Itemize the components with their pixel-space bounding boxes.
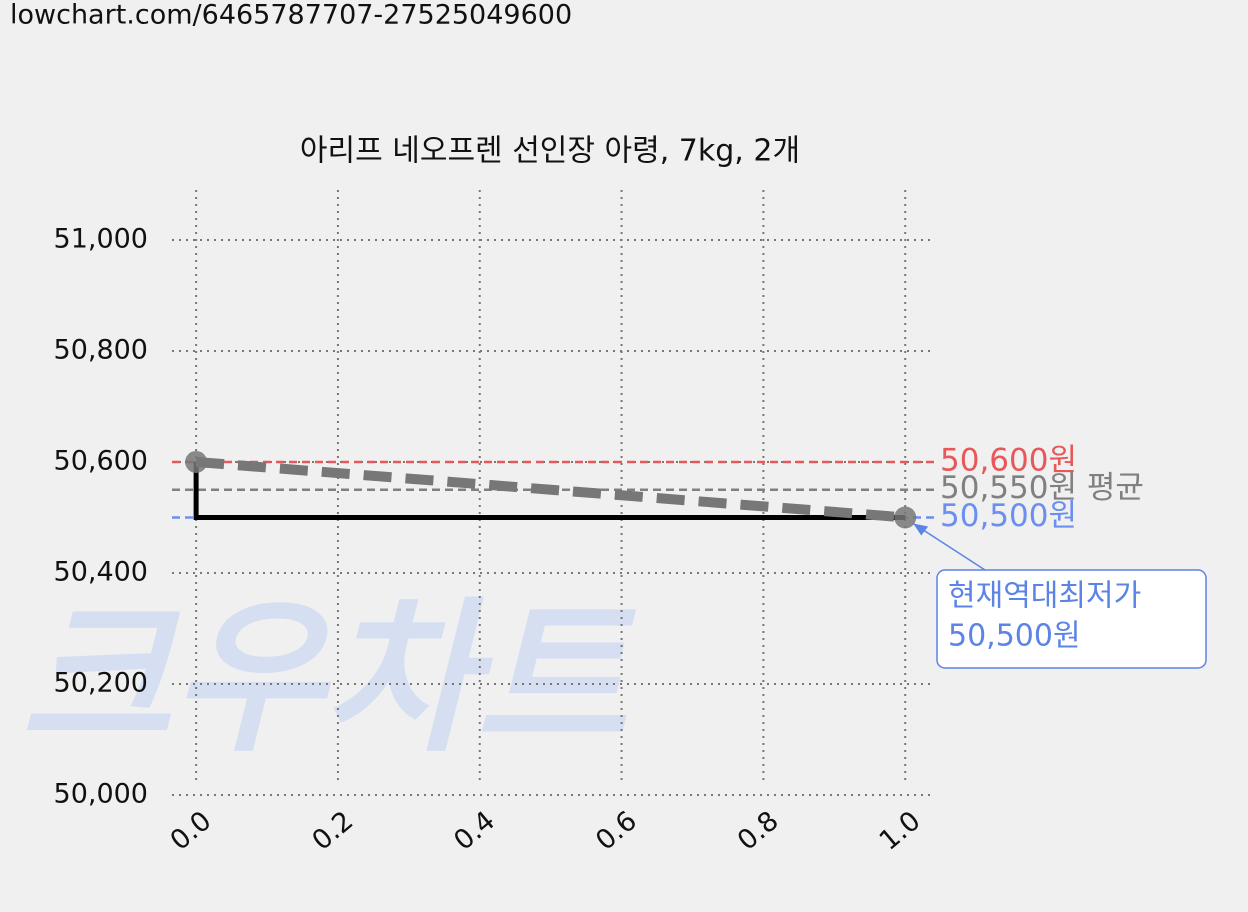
y-tick-label: 50,400	[54, 556, 148, 587]
point	[185, 450, 208, 473]
y-tick-label: 50,200	[54, 667, 148, 698]
annotation-arrowhead	[913, 523, 929, 536]
y-tick-label: 50,600	[54, 445, 148, 476]
annotation-box	[936, 569, 1207, 669]
reference-label: 50,500원	[940, 498, 1077, 534]
watermark: 크우차트	[20, 582, 636, 774]
chart-title: 아리프 네오프렌 선인장 아령, 7kg, 2개	[300, 134, 800, 169]
reference-label: 50,550원 평균	[940, 470, 1144, 506]
annotation-text: 50,500원	[948, 619, 1081, 654]
reference-label: 50,600원	[940, 442, 1077, 478]
y-tick-label: 50,000	[54, 779, 148, 810]
annotation-text: 현재역대최저가	[948, 579, 1141, 614]
y-tick-label: 51,000	[54, 223, 148, 254]
url: lowchart.com/6465787707-27525049600	[10, 0, 572, 31]
series-line	[195, 456, 906, 523]
y-tick-label: 50,800	[54, 334, 148, 365]
watermark-layer: 크우차트	[20, 582, 636, 774]
series-line	[193, 461, 906, 520]
point	[894, 506, 917, 529]
annotation-arrow	[912, 522, 986, 571]
